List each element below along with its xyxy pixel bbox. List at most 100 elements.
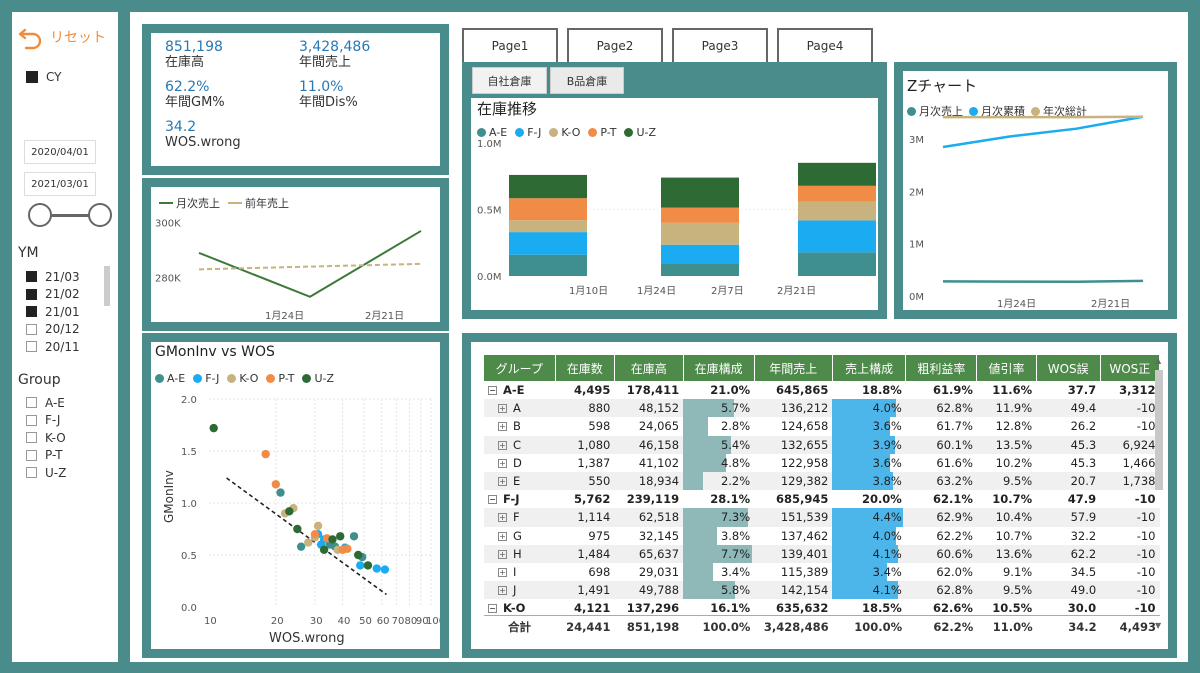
group-row[interactable]: − A-E 4,495 178,411 21.0% 645,865 18.8% 61.9% 11… [484, 381, 1160, 399]
table-cell: 550 [555, 471, 615, 491]
expand-icon[interactable]: + [498, 567, 507, 577]
column-header[interactable]: 粗利益率 [905, 355, 978, 381]
expand-icon[interactable]: + [498, 531, 507, 541]
kpi-dis: 11.0% 年間Dis% [299, 79, 358, 111]
table-row[interactable]: + J 1,491 49,788 5.8% 142,154 4.1% 62.8% 9.5% 49.… [484, 581, 1160, 600]
ym-item[interactable]: 21/01 [26, 303, 80, 321]
table-cell: 3.6% [832, 453, 905, 472]
table-row[interactable]: + A 880 48,152 5.7% 136,212 4.0% 62.8% 11.9% 49.4… [484, 399, 1160, 418]
tab-own-warehouse[interactable]: 自社倉庫 [472, 67, 547, 94]
table-cell: 46,158 [614, 435, 684, 454]
row-name-cell: + D [484, 454, 555, 472]
reset-button[interactable]: リセット [18, 24, 106, 50]
ym-item[interactable]: 21/02 [26, 286, 80, 304]
table-cell: -10 [1136, 419, 1156, 434]
group-row[interactable]: − F-J 5,762 239,119 28.1% 685,945 20.0% 62.1% 10… [484, 490, 1160, 508]
group-item[interactable]: F-J [26, 412, 66, 430]
collapse-icon[interactable]: − [488, 604, 497, 614]
table-row[interactable]: + G 975 32,145 3.8% 137,462 4.0% 62.2% 10.7% 32.2… [484, 526, 1160, 545]
column-header[interactable]: 売上構成 [832, 355, 907, 381]
table-cell: 32,145 [638, 528, 680, 543]
table-cell: 975 [588, 528, 611, 543]
cy-checkbox[interactable] [26, 71, 38, 83]
column-header[interactable]: WOS正 [1100, 355, 1161, 381]
date-end-input[interactable]: 2021/03/01 [24, 172, 96, 196]
ym-item[interactable]: 21/03 [26, 268, 80, 286]
ym-checkbox[interactable] [26, 288, 37, 300]
expand-icon[interactable]: + [498, 477, 507, 487]
ym-checkbox[interactable] [26, 323, 37, 335]
expand-icon[interactable]: + [498, 458, 507, 468]
table-row[interactable]: + E 550 18,934 2.2% 129,382 3.8% 63.2% 9.5% 20.7 1… [484, 471, 1160, 491]
date-start-input[interactable]: 2020/04/01 [24, 140, 96, 164]
table-cell: 9.5% [976, 471, 1037, 491]
column-header[interactable]: 年間売上 [754, 355, 833, 381]
table-cell: 178,411 [626, 383, 680, 398]
ym-label: 20/11 [45, 339, 80, 354]
table-cell: -10 [1134, 601, 1156, 616]
group-item[interactable]: K-O [26, 429, 66, 447]
collapse-icon[interactable]: − [488, 495, 497, 505]
expand-icon[interactable]: + [498, 549, 507, 559]
table-scrollbar[interactable]: ▲ ▼ [1154, 356, 1164, 630]
column-header[interactable]: 在庫高 [614, 355, 684, 381]
table-row[interactable]: + I 698 29,031 3.4% 115,389 3.4% 62.0% 9.1% 34.5-… [484, 562, 1160, 582]
dashboard-main: 851,198 在庫高 3,428,486 年間売上 62.2% 年間GM% 1… [130, 12, 1188, 662]
x-axis-title: WOS.wrong [269, 631, 345, 646]
column-header[interactable]: WOS誤 [1036, 355, 1101, 381]
cy-toggle[interactable]: CY [26, 70, 62, 84]
collapse-icon[interactable]: − [488, 386, 497, 396]
expand-icon[interactable]: + [498, 586, 507, 596]
group-row[interactable]: − K-O 4,121 137,296 16.1% 635,632 18.5% 62.6% 10… [484, 599, 1160, 617]
expand-icon[interactable]: + [498, 404, 507, 414]
group-item[interactable]: P-T [26, 447, 66, 465]
page2-button[interactable]: Page2 [567, 28, 663, 64]
matrix-scroll-area[interactable]: グループ 在庫数 在庫高 在庫構成 年間売上 売上構成 粗利益率 値引率 WOS誤 WOS正 − A… [471, 342, 1168, 649]
column-header[interactable]: 値引率 [976, 355, 1037, 381]
table-row[interactable]: + C 1,080 46,158 5.4% 132,655 3.9% 60.1% 13.5% 45… [484, 435, 1160, 454]
expand-icon[interactable]: + [498, 513, 507, 523]
x-tick-label: 2月21日 [777, 285, 816, 297]
date-range-slider[interactable] [28, 202, 112, 228]
total-cell: 4,493 [1100, 615, 1160, 637]
scatter-point [380, 565, 390, 574]
inventory-share-bar [683, 471, 703, 491]
scroll-thumb[interactable] [1155, 370, 1163, 490]
table-row[interactable]: + B 598 24,065 2.8% 124,658 3.6% 61.7% 12.8% 26.2… [484, 417, 1160, 436]
ym-item[interactable]: 20/12 [26, 321, 80, 339]
group-item[interactable]: A-E [26, 394, 66, 412]
column-header[interactable]: 在庫構成 [683, 355, 755, 381]
expand-icon[interactable]: + [498, 422, 507, 432]
slider-start-handle[interactable] [28, 203, 52, 227]
legend-label: A-E [489, 126, 508, 139]
table-cell: 136,212 [754, 399, 833, 418]
page4-button[interactable]: Page4 [777, 28, 873, 64]
table-cell: 1,114 [555, 508, 615, 527]
group-checkbox[interactable] [26, 397, 37, 409]
table-row[interactable]: + F 1,114 62,518 7.3% 151,539 4.4% 62.9% 10.4% 57… [484, 508, 1160, 527]
ym-checkbox[interactable] [26, 341, 37, 353]
page3-button[interactable]: Page3 [672, 28, 768, 64]
group-checkbox[interactable] [26, 449, 37, 461]
table-cell: 49.4 [1036, 399, 1101, 418]
table-row[interactable]: + H 1,484 65,637 7.7% 139,401 4.1% 60.6% 13.6% 62… [484, 544, 1160, 563]
group-item[interactable]: U-Z [26, 464, 66, 482]
ym-scrollbar[interactable] [104, 266, 110, 306]
table-row[interactable]: + D 1,387 41,102 4.8% 122,958 3.6% 61.6% 10.2% 45… [484, 453, 1160, 472]
slider-end-handle[interactable] [88, 203, 112, 227]
group-checkbox[interactable] [26, 414, 37, 426]
group-checkbox[interactable] [26, 432, 37, 444]
group-checkbox[interactable] [26, 467, 37, 479]
scroll-down-icon[interactable]: ▼ [1155, 621, 1162, 630]
ym-checkbox[interactable] [26, 306, 37, 318]
legend-label: K-O [239, 372, 259, 385]
scroll-up-icon[interactable]: ▲ [1155, 356, 1162, 365]
column-header[interactable]: グループ [484, 355, 556, 381]
page1-button[interactable]: Page1 [462, 28, 558, 64]
tab-b-warehouse[interactable]: B品倉庫 [550, 67, 624, 94]
expand-icon[interactable]: + [498, 440, 507, 450]
ym-item[interactable]: 20/11 [26, 338, 80, 356]
ym-checkbox[interactable] [26, 271, 37, 283]
column-header[interactable]: 在庫数 [555, 355, 615, 381]
table-cell: 4.0% [832, 526, 905, 545]
